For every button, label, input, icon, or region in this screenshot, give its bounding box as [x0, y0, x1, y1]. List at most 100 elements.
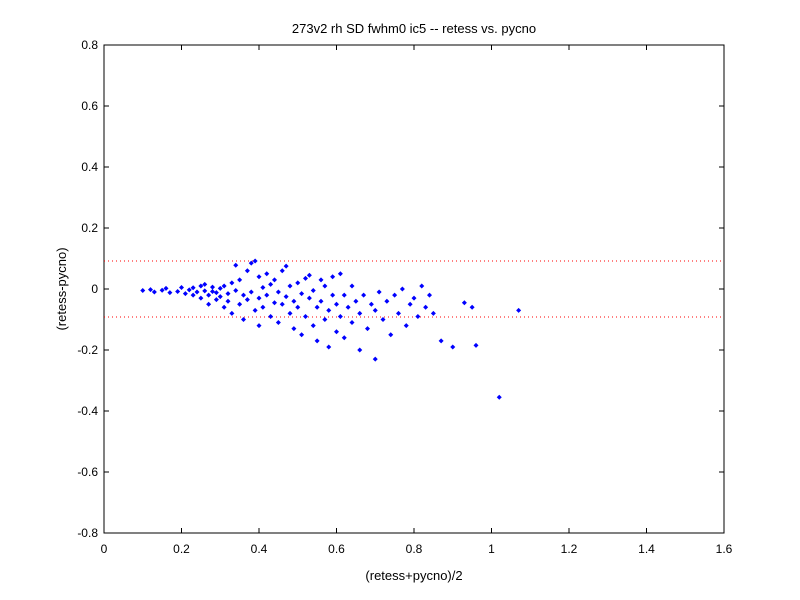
data-point — [326, 307, 332, 313]
data-point — [279, 268, 285, 274]
x-tick-label: 0.6 — [328, 542, 345, 556]
data-point — [314, 304, 320, 310]
data-point — [213, 290, 219, 296]
data-point — [210, 284, 215, 290]
data-point — [275, 320, 281, 326]
y-tick-label: 0.8 — [81, 38, 98, 52]
data-point — [334, 301, 339, 307]
data-point — [256, 295, 262, 301]
data-point — [182, 291, 188, 297]
data-point — [237, 277, 243, 283]
data-point — [229, 310, 235, 316]
data-point — [248, 289, 254, 295]
data-point — [268, 281, 274, 287]
data-point — [318, 277, 324, 283]
scatter-points — [140, 258, 522, 400]
data-point — [217, 294, 223, 300]
reference-lines — [104, 260, 724, 318]
data-point — [326, 344, 332, 350]
data-point — [361, 292, 367, 298]
data-point — [268, 313, 274, 319]
data-point — [411, 295, 417, 301]
data-point — [210, 288, 215, 294]
data-point — [496, 394, 502, 400]
data-point — [175, 288, 181, 294]
x-tick-label: 0.4 — [251, 542, 268, 556]
data-point — [272, 277, 277, 283]
data-point — [384, 298, 390, 304]
y-tick-label: -0.2 — [77, 343, 98, 357]
data-point — [299, 291, 305, 297]
data-point — [349, 283, 355, 289]
data-point — [202, 288, 208, 294]
x-tick-label: 1 — [488, 542, 495, 556]
data-point — [264, 271, 270, 277]
y-tick-label: 0.4 — [81, 160, 98, 174]
data-point — [244, 297, 250, 303]
data-point — [310, 288, 316, 294]
data-point — [318, 298, 324, 304]
data-point — [337, 313, 343, 319]
data-point — [198, 283, 204, 289]
data-point — [159, 287, 165, 293]
data-point — [291, 298, 297, 304]
data-point — [299, 332, 305, 338]
data-point — [419, 283, 425, 289]
data-point — [260, 304, 266, 310]
data-point — [213, 297, 219, 303]
data-point — [306, 272, 312, 278]
data-point — [148, 287, 153, 293]
data-point — [341, 335, 347, 341]
data-point — [330, 292, 336, 298]
data-point — [283, 263, 289, 269]
x-tick-label: 0.2 — [173, 542, 190, 556]
data-point — [403, 323, 409, 329]
plot-area — [103, 44, 725, 534]
data-point — [221, 304, 227, 310]
data-point — [252, 258, 258, 264]
data-point — [372, 307, 378, 313]
x-tick-label: 0.8 — [406, 542, 423, 556]
data-point — [217, 285, 223, 291]
data-point — [151, 289, 157, 295]
data-point — [256, 323, 262, 329]
data-point — [279, 301, 285, 307]
data-point — [264, 292, 270, 298]
data-point — [427, 292, 432, 298]
data-point — [407, 301, 413, 307]
data-point — [241, 317, 246, 322]
data-point — [237, 301, 243, 307]
data-point — [225, 298, 231, 304]
data-point — [334, 329, 339, 335]
data-point — [275, 289, 281, 295]
data-point — [310, 323, 316, 329]
y-tick-label: -0.6 — [77, 465, 98, 479]
data-point — [357, 310, 363, 316]
x-tick-label: 1.4 — [638, 542, 655, 556]
data-point — [233, 262, 239, 268]
data-point — [430, 310, 436, 316]
data-point — [341, 292, 347, 298]
data-point — [314, 338, 320, 344]
y-tick-label: -0.4 — [77, 404, 98, 418]
data-point — [450, 344, 456, 350]
x-tick-label: 1.2 — [561, 542, 578, 556]
data-point — [376, 289, 382, 295]
y-tick-label: 0.2 — [81, 221, 98, 235]
data-point — [322, 317, 328, 322]
data-point — [287, 310, 293, 316]
data-point — [225, 291, 231, 297]
data-point — [167, 290, 173, 296]
data-point — [248, 260, 254, 266]
data-point — [241, 292, 246, 298]
data-point — [473, 342, 479, 348]
data-point — [399, 286, 405, 292]
data-point — [469, 304, 475, 310]
data-point — [303, 313, 308, 319]
data-point — [229, 280, 235, 286]
data-point — [295, 304, 301, 310]
data-point — [272, 300, 277, 306]
data-point — [198, 295, 204, 301]
data-point — [345, 304, 351, 310]
data-point — [221, 283, 227, 289]
